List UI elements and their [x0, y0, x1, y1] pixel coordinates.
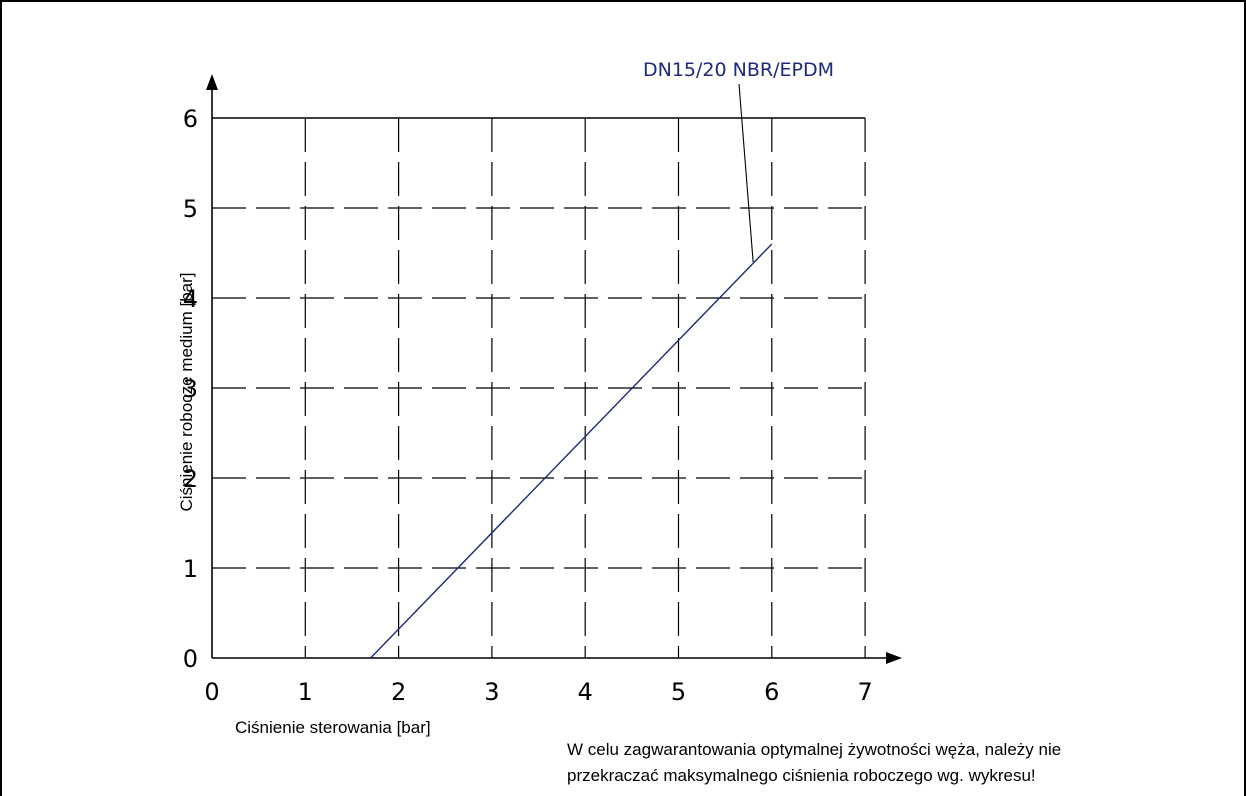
x-axis-arrow: [886, 652, 902, 664]
x-tick-label-3: 3: [484, 678, 499, 706]
x-tick-label-1: 1: [298, 678, 313, 706]
x-tick-label-7: 7: [857, 678, 872, 706]
x-tick-label-0: 0: [204, 678, 219, 706]
y-tick-label-4: 4: [183, 285, 198, 313]
warning-note-line-1: W celu zagwarantowania optymalnej żywotn…: [567, 740, 1062, 759]
y-tick-label-1: 1: [183, 555, 198, 583]
grid: [212, 117, 866, 658]
y-tick-label-3: 3: [183, 375, 198, 403]
y-tick-label-0: 0: [183, 645, 198, 673]
y-axis-label: Ciśnienie robocze medium [bar]: [177, 272, 196, 511]
y-tick-label-5: 5: [183, 195, 198, 223]
series-line-0: [370, 243, 773, 659]
y-tick-label-6: 6: [183, 105, 198, 133]
warning-note: W celu zagwarantowania optymalnej żywotn…: [567, 737, 1227, 789]
x-tick-label-2: 2: [391, 678, 406, 706]
y-tick-label-2: 2: [183, 465, 198, 493]
y-axis-arrow: [206, 74, 218, 90]
axes: [206, 74, 902, 664]
warning-note-line-2: przekraczać maksymalnego ciśnienia roboc…: [567, 766, 1036, 785]
x-tick-label-4: 4: [578, 678, 593, 706]
x-tick-label-6: 6: [764, 678, 779, 706]
tick-labels: 0 1 2 3 4 5 6 7 0 1 2 3 4 5 6: [183, 105, 873, 706]
series-label-0: DN15/20 NBR/EPDM: [643, 59, 834, 81]
x-axis-label: Ciśnienie sterowania [bar]: [235, 718, 431, 737]
series-layer: DN15/20 NBR/EPDM: [370, 59, 834, 659]
series-leader-0: [738, 83, 754, 263]
x-tick-label-5: 5: [671, 678, 686, 706]
